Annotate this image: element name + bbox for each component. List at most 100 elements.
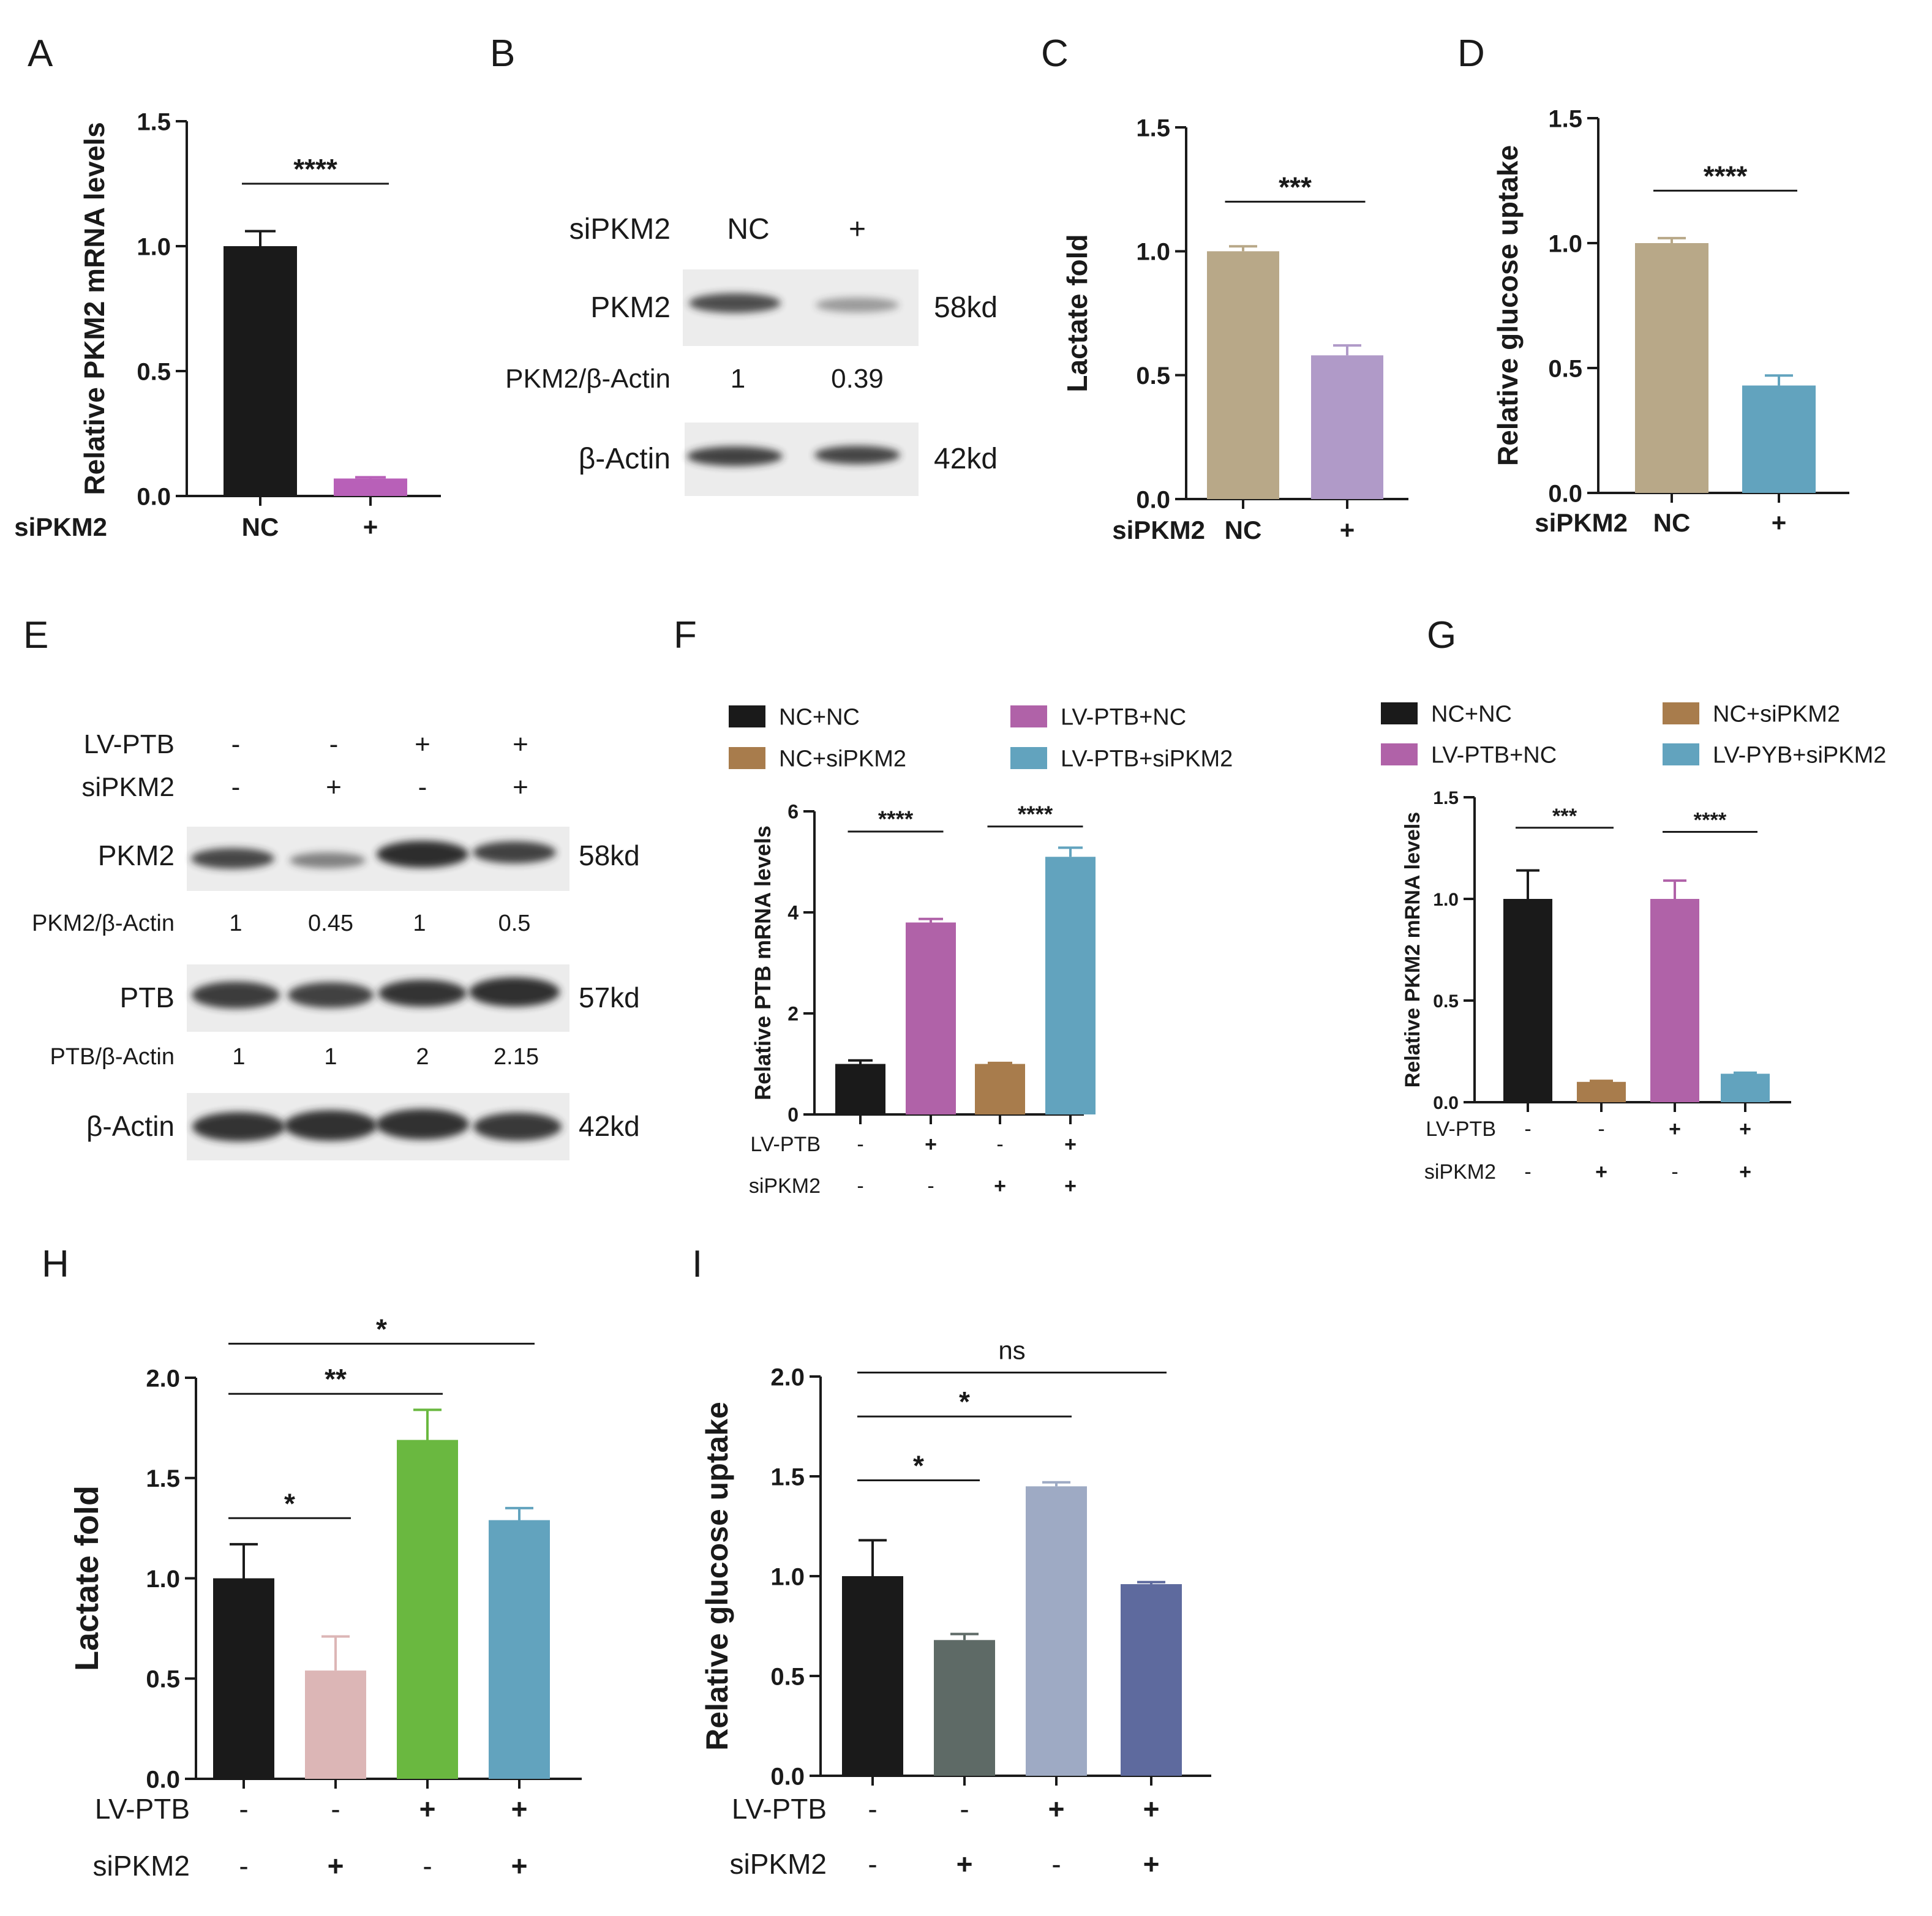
legend-label: NC+NC	[779, 705, 860, 731]
blot-e-ptb-band-1	[192, 982, 280, 1009]
blot-e-lvptb-lane-3: +	[415, 729, 430, 759]
y-tick-label: 1.0	[1433, 890, 1459, 910]
legend-label: NC+siPKM2	[779, 746, 906, 772]
bar-h-3	[397, 1440, 458, 1779]
bar-i-1	[842, 1576, 903, 1776]
blot-e-actin-band-2	[284, 1110, 377, 1141]
bar-h-2	[305, 1670, 366, 1779]
significance-label: *	[376, 1313, 387, 1345]
legend-swatch	[729, 747, 765, 769]
y-tick-label: 0.0	[1136, 486, 1170, 513]
blot-b-lane-1-label: NC	[727, 213, 769, 246]
y-axis-title: Relative glucose uptake	[1492, 145, 1524, 466]
blot-b-actin-band-1	[687, 446, 783, 466]
blot-e-lvptb-lane-1: -	[231, 729, 241, 759]
condition-value: -	[927, 1174, 934, 1198]
legend-label: LV-PTB+NC	[1431, 743, 1557, 768]
condition-value: +	[511, 1850, 528, 1882]
condition-row-label: LV-PTB	[95, 1793, 190, 1825]
panel-label-b: B	[490, 32, 515, 75]
y-tick-label: 6	[787, 801, 799, 823]
blot-e-pkm2-band-2	[290, 852, 366, 868]
blot-e-pkm2-ratio-3: 1	[413, 911, 426, 936]
condition-row-label: siPKM2	[14, 513, 107, 541]
condition-value: -	[868, 1793, 877, 1825]
panel-label-f: F	[674, 614, 697, 656]
blot-b-pkm2-band-2	[816, 298, 899, 312]
bar-h-1	[213, 1578, 274, 1779]
blot-e-ptb-ratio-2: 1	[324, 1044, 337, 1070]
legend-swatch	[1381, 702, 1418, 724]
significance-label: ***	[1552, 805, 1577, 828]
condition-value: -	[1051, 1848, 1061, 1880]
condition-value: -	[1598, 1118, 1604, 1141]
y-axis-title: Relative PKM2 mRNA levels	[1401, 812, 1424, 1088]
y-tick-label: 0.5	[1136, 363, 1170, 389]
significance-label: ****	[1018, 802, 1053, 827]
condition-value: -	[857, 1133, 863, 1156]
blot-e-pkm2-size: 58kd	[579, 840, 640, 871]
western-blot-e: LV-PTB - - + + siPKM2 - + - + PKM2 58kd …	[32, 729, 640, 1160]
y-tick-label: 1.5	[1433, 788, 1459, 808]
western-blot-b: siPKM2 NC + PKM2 58kd PKM2/β-Actin 1 0.3…	[505, 213, 998, 496]
blot-e-ptb-ratio-3: 2	[416, 1044, 429, 1070]
bar-f-2	[906, 922, 956, 1114]
condition-value: NC	[242, 513, 279, 541]
legend-swatch	[1381, 743, 1418, 765]
condition-value: +	[1048, 1793, 1065, 1825]
chart-panel-c: 0.0 0.5 1.0 1.5 Lactate fold siPKM2 NC + ***	[1061, 115, 1408, 544]
condition-value: +	[1739, 1118, 1751, 1141]
condition-row-label: siPKM2	[93, 1850, 190, 1882]
bar-i-3	[1026, 1486, 1087, 1776]
blot-e-lvptb-label: LV-PTB	[84, 729, 175, 759]
condition-value: -	[960, 1793, 969, 1825]
y-tick-label: 1.0	[770, 1563, 805, 1590]
y-tick-label: 4	[787, 902, 799, 924]
legend-swatch	[1663, 702, 1699, 724]
chart-panel-f: 0 2 4 6 Relative PTB mRNA levels LV-PTB - + - + si…	[729, 705, 1233, 1198]
condition-value: +	[328, 1850, 344, 1882]
chart-panel-d: 0.0 0.5 1.0 1.5 Relative glucose uptake siPKM…	[1492, 105, 1849, 537]
condition-value: +	[994, 1174, 1006, 1198]
legend-label: LV-PTB+siPKM2	[1061, 746, 1233, 772]
y-tick-label: 1.5	[1548, 105, 1582, 132]
condition-value: -	[1671, 1160, 1678, 1184]
legend-label: LV-PYB+siPKM2	[1713, 743, 1886, 768]
blot-e-actin-size: 42kd	[579, 1110, 640, 1142]
panel-label-i: I	[692, 1243, 702, 1285]
blot-e-sipkm2-lane-3: -	[418, 772, 427, 802]
blot-b-pkm2-band-1	[689, 293, 781, 313]
y-tick-label: 0.5	[146, 1666, 180, 1693]
y-tick-label: 1.5	[146, 1465, 180, 1492]
panel-label-c: C	[1041, 32, 1069, 75]
y-axis-title: Relative PTB mRNA levels	[750, 825, 775, 1100]
blot-e-sipkm2-lane-4: +	[513, 772, 528, 802]
condition-value: +	[1143, 1848, 1160, 1880]
y-axis-title: Relative glucose uptake	[700, 1402, 734, 1751]
significance-label: ****	[1694, 808, 1727, 832]
significance-label: *	[959, 1386, 970, 1418]
y-tick-label: 0.0	[146, 1766, 180, 1793]
blot-e-ptb-ratio-4: 2.15	[494, 1044, 539, 1070]
chart-panel-a: 0.0 0.5 1.0 1.5 Relative PKM2 mRNA levels siP…	[14, 108, 441, 541]
y-tick-label: 0.0	[1548, 480, 1582, 507]
condition-row-label: siPKM2	[1535, 508, 1628, 537]
blot-b-ratio-2: 0.39	[831, 364, 884, 394]
condition-value: +	[511, 1793, 528, 1825]
condition-value: +	[1669, 1118, 1681, 1141]
condition-value: +	[1772, 508, 1787, 537]
bar-c-2	[1311, 355, 1383, 499]
legend-label: NC+siPKM2	[1713, 702, 1840, 727]
y-tick-label: 1.5	[137, 108, 171, 135]
bar-f-1	[835, 1064, 885, 1114]
blot-e-lvptb-lane-4: +	[513, 729, 528, 759]
bar-g-2	[1577, 1081, 1626, 1102]
y-tick-label: 2.0	[146, 1365, 180, 1392]
condition-row-label: siPKM2	[730, 1848, 827, 1880]
blot-e-ptb-band-4	[469, 977, 560, 1007]
bar-d-2	[1742, 385, 1816, 493]
y-tick-label: 1.0	[146, 1566, 180, 1593]
blot-e-pkm2-band-4	[473, 841, 556, 863]
y-tick-label: 0.0	[1433, 1093, 1459, 1113]
